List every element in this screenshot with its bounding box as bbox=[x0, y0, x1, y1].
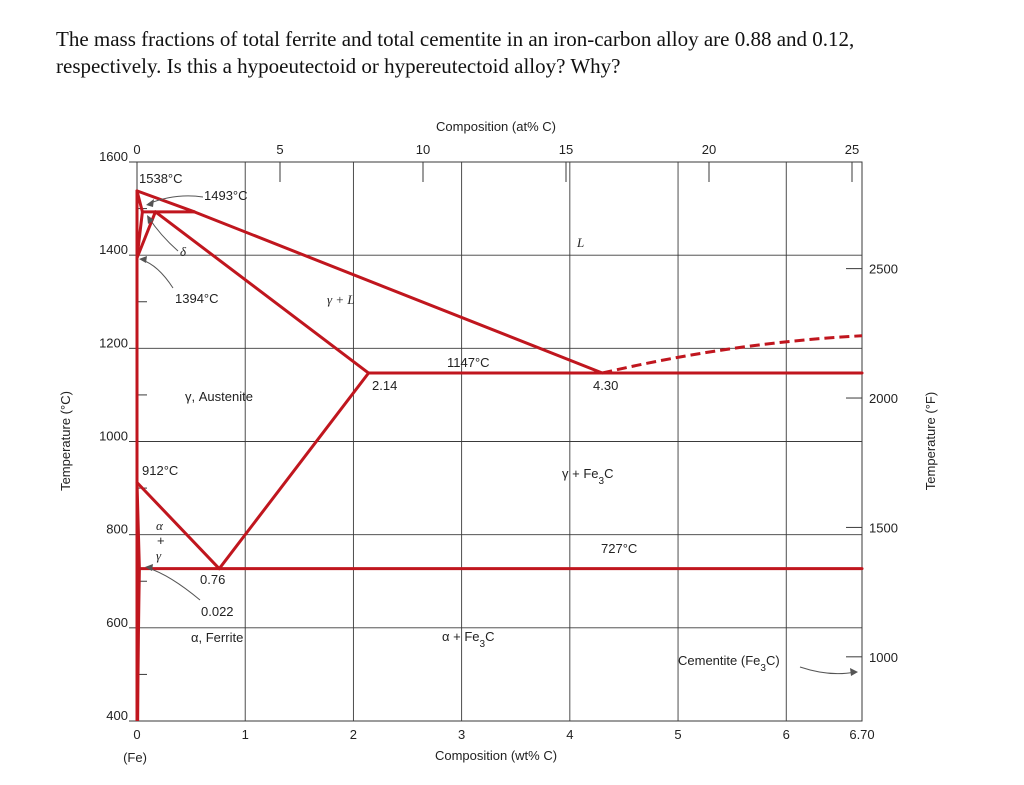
x-bottom-tick-label: 5 bbox=[674, 727, 681, 742]
arrow-delta-head bbox=[147, 215, 154, 224]
arrow-cementite-head bbox=[850, 668, 858, 676]
delta-liquidus bbox=[135, 189, 196, 214]
y-left-tick-label: 1400 bbox=[99, 242, 128, 257]
phase-boundaries bbox=[135, 189, 864, 722]
label-gamma-liquid: γ + L bbox=[327, 292, 355, 307]
x-top-tick-label: 10 bbox=[416, 142, 430, 157]
label-ferrite: α, Ferrite bbox=[191, 630, 243, 645]
x-bottom-tick-label: 6 bbox=[783, 727, 790, 742]
diagram-labels: 1538°C 1493°C δ 1394°C Lγ + L 1147°C 2.14 4.30 γ… bbox=[139, 171, 780, 674]
label-alpha-gamma-plus: + bbox=[157, 533, 165, 548]
y-left-tick-label: 600 bbox=[106, 615, 128, 630]
axis-ticks: 400 600 800 1000 1200 1400 1600 0 1 2 3 4 5 6 6.70 (Fe)… bbox=[58, 119, 938, 765]
x-top-tick-label: 25 bbox=[845, 142, 859, 157]
label-2-14: 2.14 bbox=[372, 378, 397, 393]
label-cementite: Cementite (Fe3C) bbox=[678, 653, 780, 674]
y-right-tick-label: 2500 bbox=[869, 262, 898, 277]
question-line-2: respectively. Is this a hypoeutectoid or… bbox=[56, 54, 621, 78]
label-alpha-gamma-alpha: α bbox=[156, 518, 164, 533]
label-alpha-fe3c: α + Fe3C bbox=[442, 629, 494, 650]
arrow-1493-head bbox=[146, 199, 154, 207]
arrow-delta bbox=[148, 217, 179, 252]
label-arrows bbox=[139, 195, 858, 676]
label-727c: 727°C bbox=[601, 541, 637, 556]
question-line-1: The mass fractions of total ferrite and … bbox=[56, 27, 855, 51]
a3-line bbox=[135, 480, 221, 571]
y-right-axis-label: Temperature (°F) bbox=[923, 392, 938, 490]
x-bottom-tick-label: 4 bbox=[566, 727, 573, 742]
y-right-tick-label: 1500 bbox=[869, 520, 898, 535]
x-bottom-tick-label: 3 bbox=[458, 727, 465, 742]
label-alpha-gamma-gamma: γ bbox=[156, 548, 162, 563]
grid-lines bbox=[136, 161, 863, 722]
cementite-liquidus-dashed bbox=[601, 334, 863, 375]
label-liquid: L bbox=[576, 235, 584, 250]
label-0-76: 0.76 bbox=[200, 572, 225, 587]
label-gamma-fe3c: γ + Fe3C bbox=[562, 466, 613, 487]
label-austenite: γ, Austenite bbox=[185, 389, 253, 404]
arrow-1394-head bbox=[139, 256, 147, 263]
label-1147c: 1147°C bbox=[447, 355, 490, 370]
label-912c: 912°C bbox=[142, 463, 178, 478]
x-bottom-tick-label: 1 bbox=[242, 727, 249, 742]
y-left-tick-label: 1600 bbox=[99, 149, 128, 164]
solidus bbox=[153, 210, 371, 375]
y-left-tick-label: 1200 bbox=[99, 335, 128, 350]
label-4-30: 4.30 bbox=[593, 378, 618, 393]
x-top-tick-label: 20 bbox=[702, 142, 716, 157]
question-text: The mass fractions of total ferrite and … bbox=[56, 26, 986, 80]
y-right-tick-label: 1000 bbox=[869, 650, 898, 665]
liquidus bbox=[192, 210, 604, 375]
x-bottom-tick-label: 2 bbox=[350, 727, 357, 742]
x-top-tick-label: 5 bbox=[276, 142, 283, 157]
arrow-1394 bbox=[141, 259, 174, 289]
arrow-0022-head bbox=[145, 564, 153, 571]
x-top-tick-label: 0 bbox=[133, 142, 140, 157]
label-1538c: 1538°C bbox=[139, 171, 183, 186]
label-1493c: 1493°C bbox=[204, 188, 248, 203]
y-right-tick-label: 2000 bbox=[869, 391, 898, 406]
x-top-tick-label: 15 bbox=[559, 142, 573, 157]
y-left-tick-label: 1000 bbox=[99, 429, 128, 444]
y-left-tick-label: 800 bbox=[106, 522, 128, 537]
x-bottom-tick-label: 0 bbox=[133, 727, 140, 742]
y-left-axis-label: Temperature (°C) bbox=[58, 391, 73, 491]
y-left-tick-label: 400 bbox=[106, 708, 128, 723]
label-1394c: 1394°C bbox=[175, 291, 219, 306]
label-0-022: 0.022 bbox=[201, 604, 234, 619]
label-delta: δ bbox=[180, 244, 187, 259]
x-bottom-tick-label: 6.70 bbox=[849, 727, 874, 742]
x-bottom-axis-label: Composition (wt% C) bbox=[435, 748, 557, 763]
x-top-axis-label: Composition (at% C) bbox=[436, 119, 556, 134]
arrow-cementite bbox=[799, 666, 856, 675]
arrow-0022 bbox=[147, 567, 201, 601]
acm-line bbox=[217, 371, 371, 571]
iron-label: (Fe) bbox=[123, 750, 147, 765]
